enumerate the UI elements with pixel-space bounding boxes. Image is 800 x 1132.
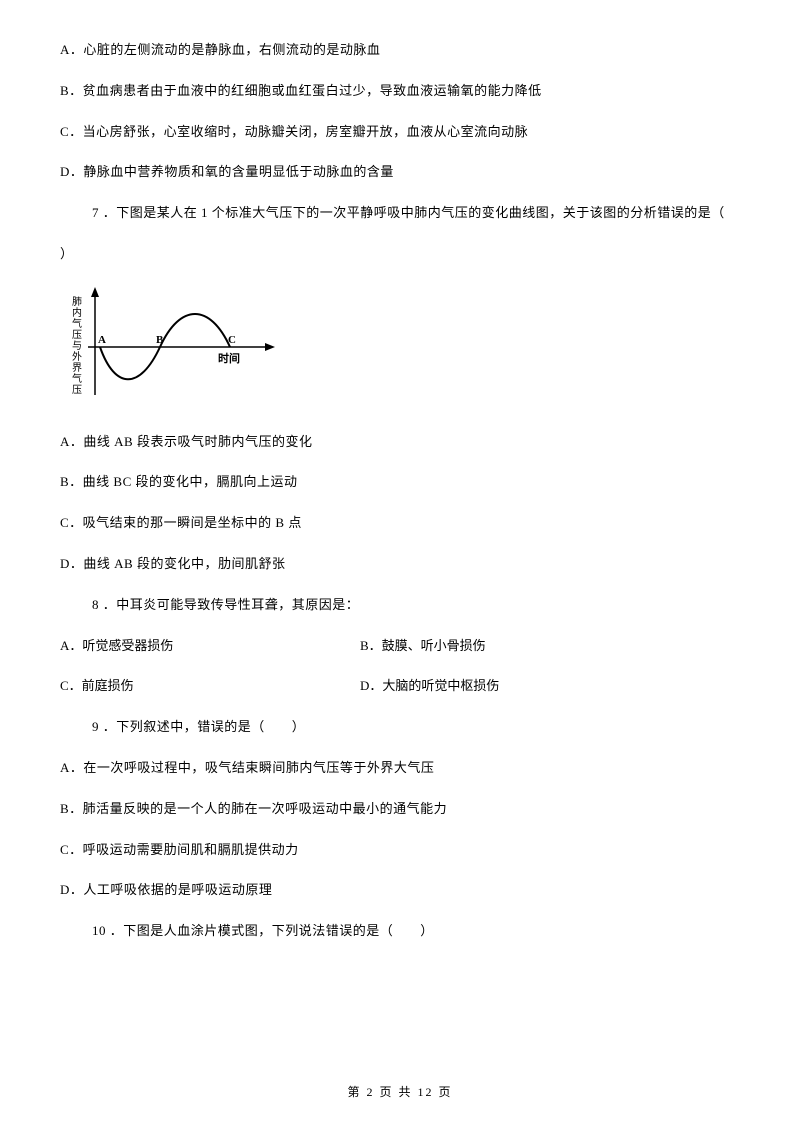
q8-option-d: D．大脑的听觉中枢损伤	[360, 676, 740, 697]
q8-option-b: B．鼓膜、听小骨损伤	[360, 636, 740, 657]
q6-option-a: A．心脏的左侧流动的是静脉血，右侧流动的是动脉血	[60, 40, 740, 61]
q8-stem: 8 ．中耳炎可能导致传导性耳聋，其原因是：	[60, 595, 740, 616]
svg-text:压: 压	[72, 329, 82, 341]
svg-text:A: A	[98, 334, 106, 346]
svg-text:气: 气	[72, 372, 82, 385]
q9-option-a: A．在一次呼吸过程中，吸气结束瞬间肺内气压等于外界大气压	[60, 758, 740, 779]
q8-option-c: C．前庭损伤	[60, 676, 360, 697]
q7-stem-end: ）	[60, 244, 740, 265]
svg-text:C: C	[228, 334, 236, 346]
svg-text:气: 气	[72, 317, 82, 330]
q9-option-c: C．呼吸运动需要肋间肌和膈肌提供动力	[60, 840, 740, 861]
q7-option-c: C．吸气结束的那一瞬间是坐标中的 B 点	[60, 513, 740, 534]
q10-stem: 10 ．下图是人血涂片模式图，下列说法错误的是（ ）	[60, 921, 740, 942]
svg-text:压: 压	[72, 384, 82, 396]
q6-option-c: C．当心房舒张，心室收缩时，动脉瓣关闭，房室瓣开放，血液从心室流向动脉	[60, 122, 740, 143]
svg-text:B: B	[156, 334, 164, 346]
q9-stem: 9 ．下列叙述中，错误的是（ ）	[60, 717, 740, 738]
breathing-pressure-curve-chart: 肺 内 气 压 与 外 界 气 压 A B C 时间	[70, 285, 740, 412]
svg-text:时间: 时间	[218, 351, 240, 365]
page-footer: 第 2 页 共 12 页	[0, 1083, 800, 1102]
q9-option-b: B．肺活量反映的是一个人的肺在一次呼吸运动中最小的通气能力	[60, 799, 740, 820]
svg-text:界: 界	[72, 362, 82, 374]
q6-option-d: D．静脉血中营养物质和氧的含量明显低于动脉血的含量	[60, 162, 740, 183]
q7-option-d: D．曲线 AB 段的变化中，肋间肌舒张	[60, 554, 740, 575]
svg-text:外: 外	[72, 351, 82, 363]
svg-text:与: 与	[72, 340, 82, 352]
q7-option-a: A．曲线 AB 段表示吸气时肺内气压的变化	[60, 432, 740, 453]
q6-option-b: B．贫血病患者由于血液中的红细胞或血红蛋白过少，导致血液运输氧的能力降低	[60, 81, 740, 102]
q8-option-a: A．听觉感受器损伤	[60, 636, 360, 657]
q7-option-b: B．曲线 BC 段的变化中，膈肌向上运动	[60, 472, 740, 493]
svg-text:肺: 肺	[72, 296, 82, 308]
q7-stem: 7 ．下图是某人在 1 个标准大气压下的一次平静呼吸中肺内气压的变化曲线图，关于…	[60, 203, 740, 224]
svg-text:内: 内	[72, 306, 82, 319]
q9-option-d: D．人工呼吸依据的是呼吸运动原理	[60, 880, 740, 901]
